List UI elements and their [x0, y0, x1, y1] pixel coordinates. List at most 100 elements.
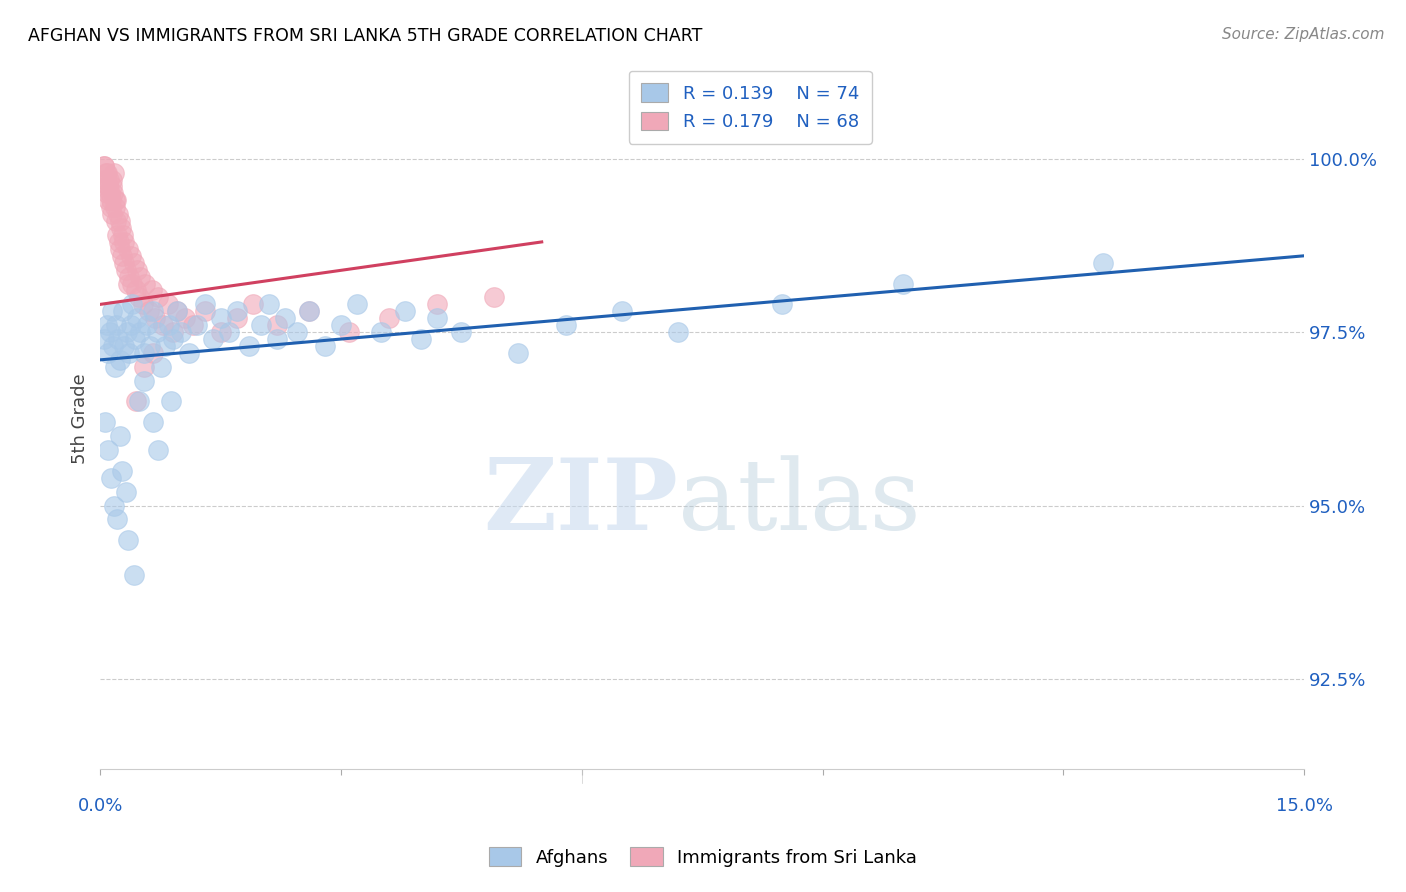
Point: [145, 325, 167, 339]
Point: [115, 325, 138, 339]
Text: Source: ZipAtlas.com: Source: ZipAtlas.com: [1222, 27, 1385, 42]
Point: [107, 332, 129, 346]
Point: [143, 311, 166, 326]
Point: [125, 394, 148, 409]
Point: [506, 346, 529, 360]
Point: [141, 415, 163, 429]
Point: [97, 346, 120, 360]
Point: [120, 249, 142, 263]
Point: [97, 194, 120, 208]
Point: [112, 235, 135, 249]
Point: [298, 304, 321, 318]
Point: [337, 325, 360, 339]
Point: [554, 318, 576, 333]
Point: [104, 200, 127, 214]
Point: [107, 207, 129, 221]
Point: [108, 214, 131, 228]
Point: [218, 325, 240, 339]
Legend: R = 0.139    N = 74, R = 0.179    N = 68: R = 0.139 N = 74, R = 0.179 N = 68: [628, 70, 872, 144]
Point: [105, 318, 128, 333]
Point: [134, 359, 156, 374]
Point: [138, 304, 160, 318]
Point: [162, 332, 184, 346]
Point: [162, 325, 184, 339]
Point: [117, 277, 139, 291]
Point: [250, 318, 273, 333]
Point: [103, 339, 125, 353]
Point: [128, 290, 150, 304]
Point: [666, 325, 689, 339]
Point: [124, 284, 146, 298]
Point: [274, 311, 297, 326]
Point: [610, 304, 633, 318]
Text: ZIP: ZIP: [484, 454, 678, 551]
Point: [225, 304, 247, 318]
Point: [104, 359, 127, 374]
Point: [132, 297, 155, 311]
Point: [411, 332, 433, 346]
Point: [100, 179, 122, 194]
Point: [225, 311, 247, 326]
Point: [242, 297, 264, 311]
Text: AFGHAN VS IMMIGRANTS FROM SRI LANKA 5TH GRADE CORRELATION CHART: AFGHAN VS IMMIGRANTS FROM SRI LANKA 5TH …: [28, 27, 703, 45]
Point: [112, 339, 135, 353]
Point: [134, 277, 156, 291]
Point: [108, 429, 131, 443]
Point: [98, 186, 121, 201]
Point: [93, 332, 115, 346]
Point: [132, 346, 155, 360]
Point: [103, 165, 125, 179]
Point: [93, 159, 115, 173]
Point: [149, 359, 172, 374]
Point: [94, 165, 117, 179]
Point: [160, 394, 183, 409]
Point: [209, 325, 232, 339]
Point: [94, 415, 117, 429]
Point: [96, 186, 118, 201]
Point: [450, 325, 472, 339]
Point: [266, 318, 288, 333]
Point: [186, 318, 208, 333]
Point: [141, 346, 163, 360]
Point: [93, 159, 115, 173]
Point: [97, 179, 120, 194]
Point: [100, 194, 122, 208]
Point: [285, 325, 308, 339]
Point: [110, 221, 132, 235]
Point: [139, 339, 162, 353]
Point: [103, 499, 125, 513]
Point: [891, 277, 914, 291]
Text: 15.0%: 15.0%: [1275, 797, 1333, 815]
Point: [135, 318, 157, 333]
Point: [482, 290, 505, 304]
Point: [127, 311, 149, 326]
Point: [122, 256, 145, 270]
Point: [146, 290, 169, 304]
Point: [115, 262, 138, 277]
Point: [156, 297, 179, 311]
Point: [772, 297, 794, 311]
Point: [96, 165, 118, 179]
Point: [346, 297, 368, 311]
Point: [134, 374, 156, 388]
Point: [173, 311, 195, 326]
Point: [129, 269, 152, 284]
Point: [370, 325, 392, 339]
Point: [238, 339, 260, 353]
Point: [378, 311, 401, 326]
Point: [129, 325, 152, 339]
Point: [108, 235, 131, 249]
Point: [101, 172, 124, 186]
Point: [94, 172, 117, 186]
Point: [111, 464, 134, 478]
Text: atlas: atlas: [678, 455, 921, 550]
Point: [157, 318, 180, 333]
Text: 0.0%: 0.0%: [77, 797, 124, 815]
Point: [98, 325, 121, 339]
Y-axis label: 5th Grade: 5th Grade: [72, 374, 89, 464]
Point: [111, 227, 134, 242]
Point: [1092, 256, 1115, 270]
Point: [142, 304, 165, 318]
Point: [118, 269, 141, 284]
Point: [104, 194, 127, 208]
